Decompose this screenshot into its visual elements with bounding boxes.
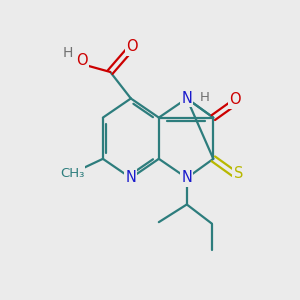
Text: N: N [182, 91, 192, 106]
Text: O: O [127, 39, 138, 54]
Text: N: N [182, 170, 192, 185]
Text: H: H [62, 46, 73, 60]
Text: O: O [230, 92, 241, 107]
Text: S: S [234, 166, 243, 181]
Text: N: N [125, 170, 136, 185]
Text: O: O [76, 53, 88, 68]
Text: H: H [200, 92, 210, 104]
Text: CH₃: CH₃ [60, 167, 84, 180]
